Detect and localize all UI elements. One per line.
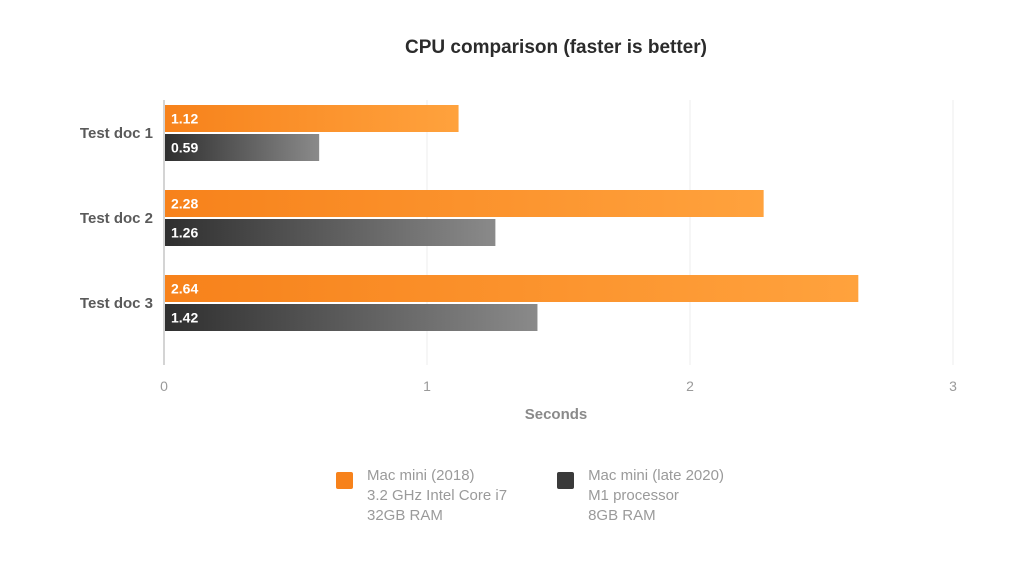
legend-item-mac-mini-2018: Mac mini (2018) 3.2 GHz Intel Core i7 32…	[336, 466, 507, 526]
bar-value-label: 2.28	[171, 196, 198, 212]
category-label: Test doc 3	[80, 295, 153, 312]
legend-item-mac-mini-2020: Mac mini (late 2020) M1 processor 8GB RA…	[557, 466, 724, 526]
category-label: Test doc 2	[80, 210, 153, 227]
bar	[165, 304, 538, 331]
x-tick-label: 1	[423, 378, 431, 394]
x-tick-labels: 0 1 2 3	[160, 378, 957, 394]
bar	[165, 219, 496, 246]
legend-detail: M1 processor	[588, 487, 679, 504]
bar	[165, 105, 459, 132]
category-label: Test doc 1	[80, 125, 153, 142]
legend-swatch	[336, 472, 353, 489]
bar-value-label: 1.26	[171, 225, 198, 241]
legend-detail: 3.2 GHz Intel Core i7	[367, 487, 508, 504]
chart-title: CPU comparison (faster is better)	[405, 37, 707, 58]
bar-value-label: 0.59	[171, 140, 198, 156]
bar-value-label: 1.42	[171, 310, 198, 326]
category-labels: Test doc 1 Test doc 2 Test doc 3	[80, 125, 153, 312]
legend-detail: 32GB RAM	[367, 507, 443, 524]
bar-value-label: 1.12	[171, 111, 198, 127]
legend-series-name: Mac mini (2018)	[367, 467, 475, 484]
bar	[165, 275, 859, 302]
x-tick-label: 2	[686, 378, 694, 394]
x-tick-label: 3	[949, 378, 957, 394]
x-tick-label: 0	[160, 378, 168, 394]
legend-detail: 8GB RAM	[588, 507, 656, 524]
bar	[165, 190, 764, 217]
legend-swatch	[557, 472, 575, 489]
bar-value-label: 2.64	[171, 281, 198, 297]
x-axis-label: Seconds	[525, 406, 588, 423]
legend: Mac mini (2018) 3.2 GHz Intel Core i7 32…	[336, 466, 724, 526]
bar	[165, 134, 320, 161]
legend-series-name: Mac mini (late 2020)	[588, 467, 724, 484]
bars: 1.12 0.59 2.28 1.26 2.64 1.42	[165, 105, 859, 331]
